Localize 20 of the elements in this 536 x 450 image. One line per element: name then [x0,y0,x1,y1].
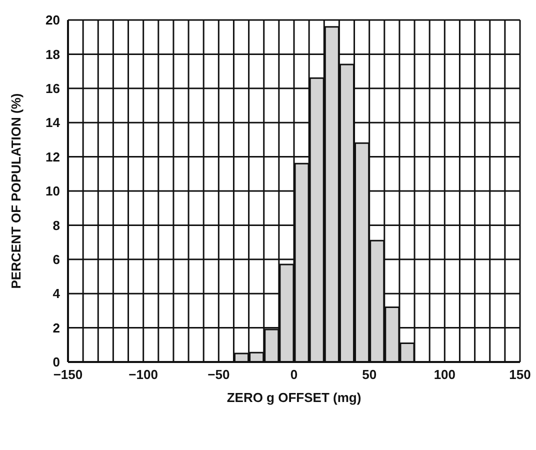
y-tick-label: 2 [52,320,60,336]
x-tick-label: −150 [53,367,83,382]
y-tick-label: 18 [46,46,60,62]
x-tick-label: 150 [509,367,531,382]
y-tick-label: 12 [46,149,60,164]
y-axis-title: PERCENT OF POPULATION (%) [8,93,24,289]
y-tick-label: 4 [52,286,61,302]
y-tick-label: 20 [46,12,60,28]
y-tick-label: 6 [52,252,60,268]
y-tick-label: 8 [52,218,60,233]
x-tick-label: −100 [128,367,158,382]
x-tick-label: 50 [362,367,377,382]
y-tick-label: 10 [46,184,60,199]
y-tick-label: 0 [52,354,60,370]
y-tick-label: 16 [46,81,60,96]
x-tick-label: 0 [290,367,298,382]
y-tick-label: 14 [46,115,61,130]
x-axis-title: ZERO g OFFSET (mg) [226,390,362,405]
x-tick-label: −50 [208,367,230,382]
x-tick-label: 100 [434,367,456,382]
